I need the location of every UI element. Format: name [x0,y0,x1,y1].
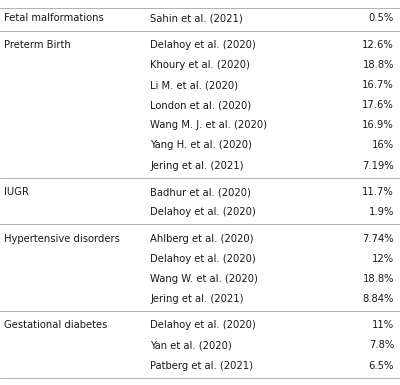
Text: Fetal malformations: Fetal malformations [4,13,104,23]
Text: Delahoy et al. (2020): Delahoy et al. (2020) [150,207,256,217]
Text: Delahoy et al. (2020): Delahoy et al. (2020) [150,254,256,264]
Text: 11.7%: 11.7% [362,187,394,197]
Text: 7.74%: 7.74% [362,234,394,244]
Text: Delahoy et al. (2020): Delahoy et al. (2020) [150,40,256,50]
Text: IUGR: IUGR [4,187,29,197]
Text: Hypertensive disorders: Hypertensive disorders [4,234,120,244]
Text: 6.5%: 6.5% [369,361,394,371]
Text: 0.5%: 0.5% [369,13,394,23]
Text: 16.9%: 16.9% [362,121,394,131]
Text: 12.6%: 12.6% [362,40,394,50]
Text: Patberg et al. (2021): Patberg et al. (2021) [150,361,253,371]
Text: 16%: 16% [372,141,394,151]
Text: London et al. (2020): London et al. (2020) [150,100,251,110]
Text: Gestational diabetes: Gestational diabetes [4,320,107,330]
Text: Yang H. et al. (2020): Yang H. et al. (2020) [150,141,252,151]
Text: 17.6%: 17.6% [362,100,394,110]
Text: 7.19%: 7.19% [362,161,394,171]
Text: 1.9%: 1.9% [369,207,394,217]
Text: 12%: 12% [372,254,394,264]
Text: 18.8%: 18.8% [362,274,394,284]
Text: Sahin et al. (2021): Sahin et al. (2021) [150,13,243,23]
Text: Jering et al. (2021): Jering et al. (2021) [150,161,244,171]
Text: Delahoy et al. (2020): Delahoy et al. (2020) [150,320,256,330]
Text: Jering et al. (2021): Jering et al. (2021) [150,294,244,304]
Text: Khoury et al. (2020): Khoury et al. (2020) [150,60,250,70]
Text: 18.8%: 18.8% [362,60,394,70]
Text: Ahlberg et al. (2020): Ahlberg et al. (2020) [150,234,254,244]
Text: 11%: 11% [372,320,394,330]
Text: Wang W. et al. (2020): Wang W. et al. (2020) [150,274,258,284]
Text: Badhur et al. (2020): Badhur et al. (2020) [150,187,251,197]
Text: Preterm Birth: Preterm Birth [4,40,71,50]
Text: Yan et al. (2020): Yan et al. (2020) [150,340,232,350]
Text: 8.84%: 8.84% [363,294,394,304]
Text: Wang M. J. et al. (2020): Wang M. J. et al. (2020) [150,121,267,131]
Text: 16.7%: 16.7% [362,80,394,90]
Text: Li M. et al. (2020): Li M. et al. (2020) [150,80,238,90]
Text: 7.8%: 7.8% [369,340,394,350]
